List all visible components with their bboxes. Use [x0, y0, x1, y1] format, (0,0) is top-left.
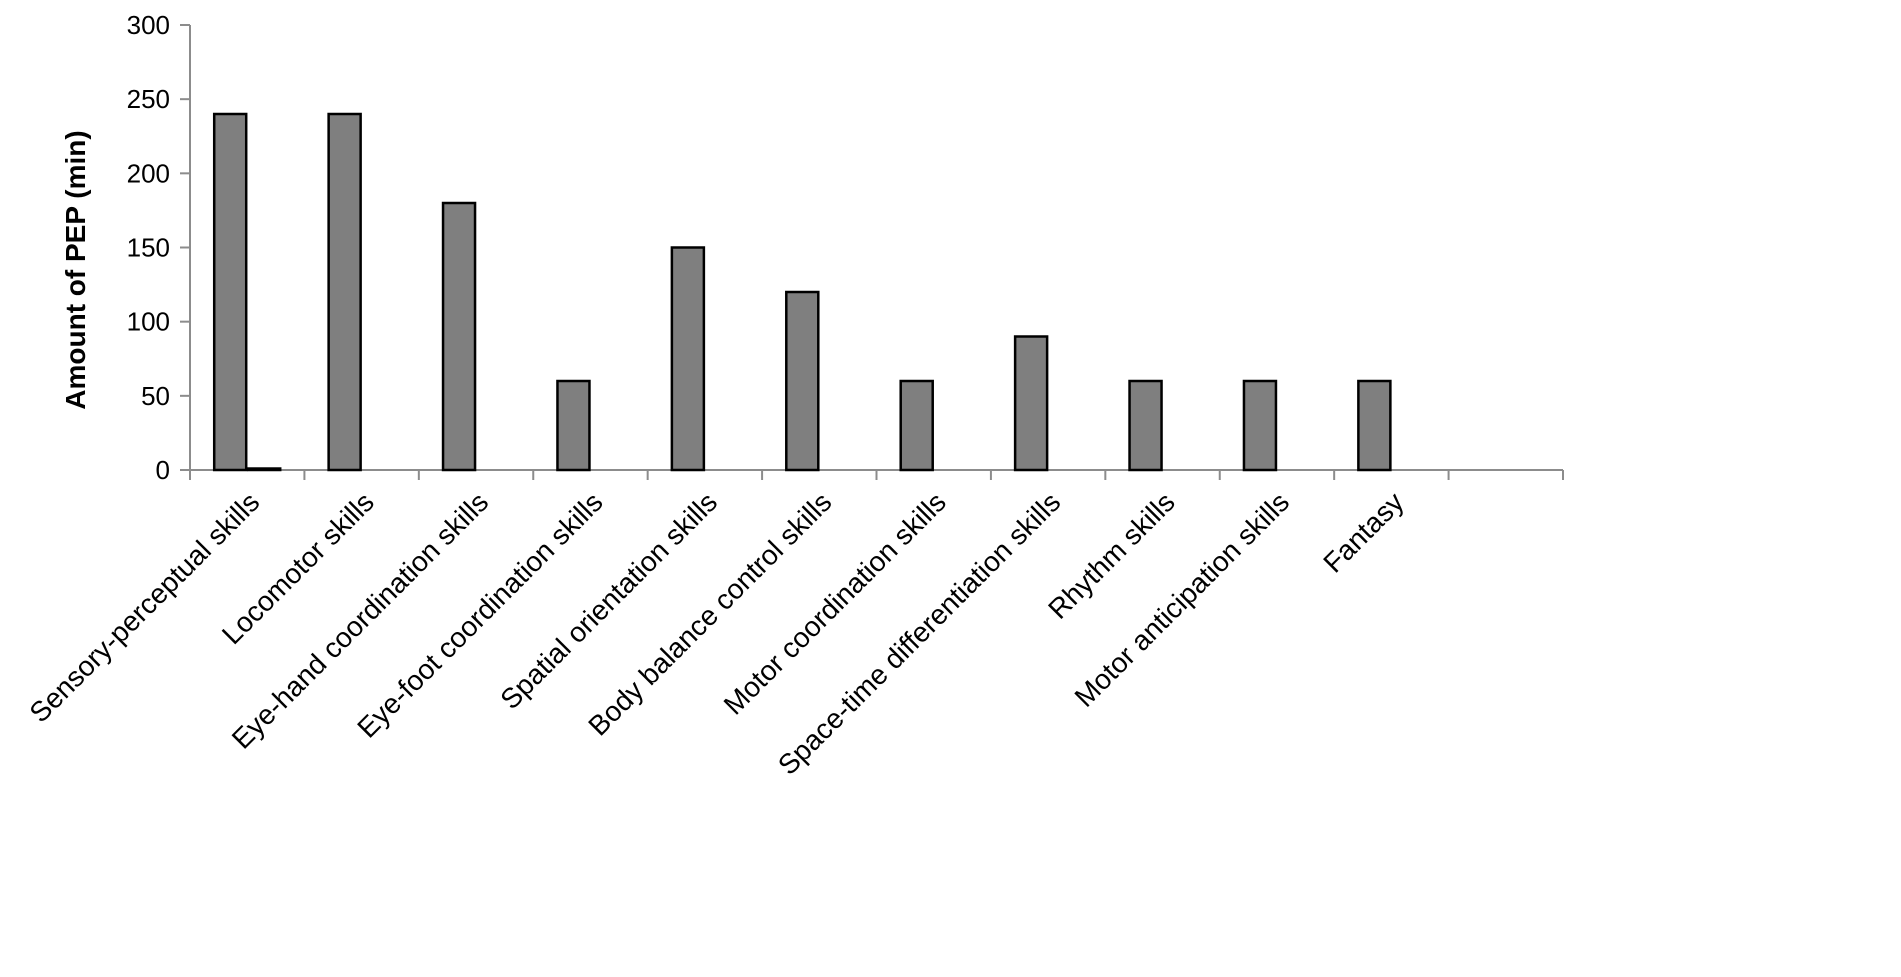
y-tick-label: 300: [127, 10, 170, 40]
bar-8-series-0: [1128, 379, 1163, 472]
bar-6-series-0: [899, 379, 934, 472]
y-tick-label: 200: [127, 158, 170, 188]
category-label: Body balance control skills: [582, 486, 837, 741]
bar-4-series-0: [670, 246, 706, 472]
y-tick-label: 250: [127, 84, 170, 114]
x-axis: [189, 469, 1564, 480]
bar-0-series-0: [212, 112, 248, 472]
bar-2-series-0: [441, 201, 477, 472]
y-tick-label: 100: [127, 307, 170, 337]
category-label: Fantasy: [1317, 486, 1409, 578]
category-label: Spatial orientation skills: [494, 486, 723, 715]
y-tick-label: 50: [141, 381, 170, 411]
bar-5-series-0: [785, 290, 820, 472]
bar-10-series-0: [1357, 379, 1392, 472]
category-label: Eye-foot coordination skills: [351, 486, 608, 743]
y-tick-label: 0: [156, 455, 170, 485]
category-label: Motor coordination skills: [718, 486, 952, 720]
bar-7-series-0: [1013, 335, 1049, 472]
y-axis: 0 50 100 150 200 250 300: [127, 10, 191, 485]
y-axis-title: Amount of PEP (min): [60, 130, 91, 409]
bar-1-series-0: [327, 112, 362, 472]
category-label: Motor anticipation skills: [1069, 486, 1296, 713]
bars: [212, 112, 1392, 472]
bar-3-series-0: [556, 379, 591, 472]
y-tick-label: 150: [127, 233, 170, 263]
bar-9-series-0: [1242, 379, 1278, 472]
bar-0-series-1: [246, 467, 282, 472]
category-label: Sensory-perceptual skills: [23, 486, 265, 728]
